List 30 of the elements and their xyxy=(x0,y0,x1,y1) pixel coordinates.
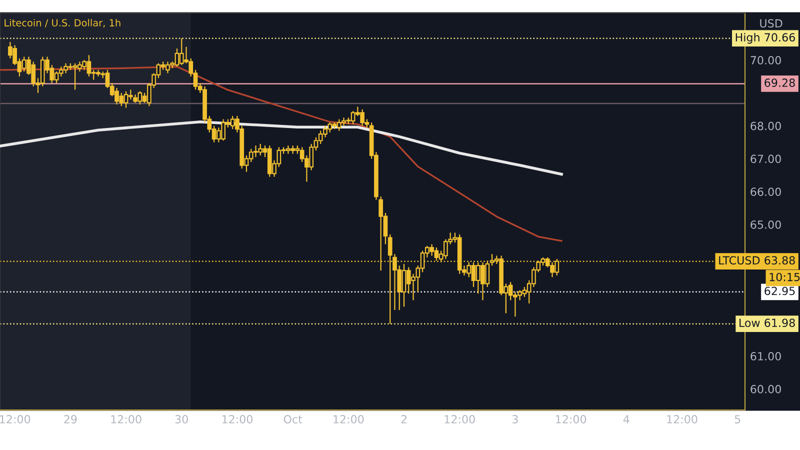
y-axis-title: USD xyxy=(760,19,782,28)
x-tick-label: 12:00 xyxy=(111,415,142,424)
y-tick-label: 61.00 xyxy=(750,352,781,360)
ref-line-label: High 70.66 xyxy=(736,32,795,44)
x-tick-label: 12:00 xyxy=(222,415,252,424)
x-tick-label: 12:00 xyxy=(667,415,698,424)
x-tick-label: 12:00 xyxy=(444,415,475,424)
y-tick-label: 65.00 xyxy=(750,220,781,229)
y-tick-label: 67.00 xyxy=(750,154,781,164)
x-tick-label: 29 xyxy=(64,415,77,424)
text: Litecoin / U.S. Dollar, 1h xyxy=(4,18,120,28)
x-tick-label: 12:00 xyxy=(334,415,364,424)
y-tick-label: 60.00 xyxy=(750,384,781,394)
candlestick xyxy=(128,89,133,100)
ref-line-label: Low 61.98 xyxy=(740,318,795,328)
ref-line-label: 69.28 xyxy=(764,78,795,87)
ref-line-label: LTCUSD 63.88 xyxy=(719,256,795,265)
y-tick-label: 68.00 xyxy=(750,122,781,130)
x-tick-label: 30 xyxy=(175,415,188,424)
annotation: 10:15 xyxy=(770,272,800,282)
y-tick-label: 70.00 xyxy=(750,56,781,64)
x-tick-label: 3 xyxy=(512,415,518,424)
x-tick-label: 4 xyxy=(623,415,630,424)
x-tick-label: 12:00 xyxy=(556,415,586,424)
x-tick-label: 12:00 xyxy=(0,415,30,424)
x-tick-label: 5 xyxy=(734,415,740,424)
x-tick-label: Oct xyxy=(284,415,302,424)
ref-line-label: 62.95 xyxy=(764,286,795,296)
x-tick-label: 2 xyxy=(401,415,406,424)
y-tick-label: 66.00 xyxy=(750,188,781,196)
